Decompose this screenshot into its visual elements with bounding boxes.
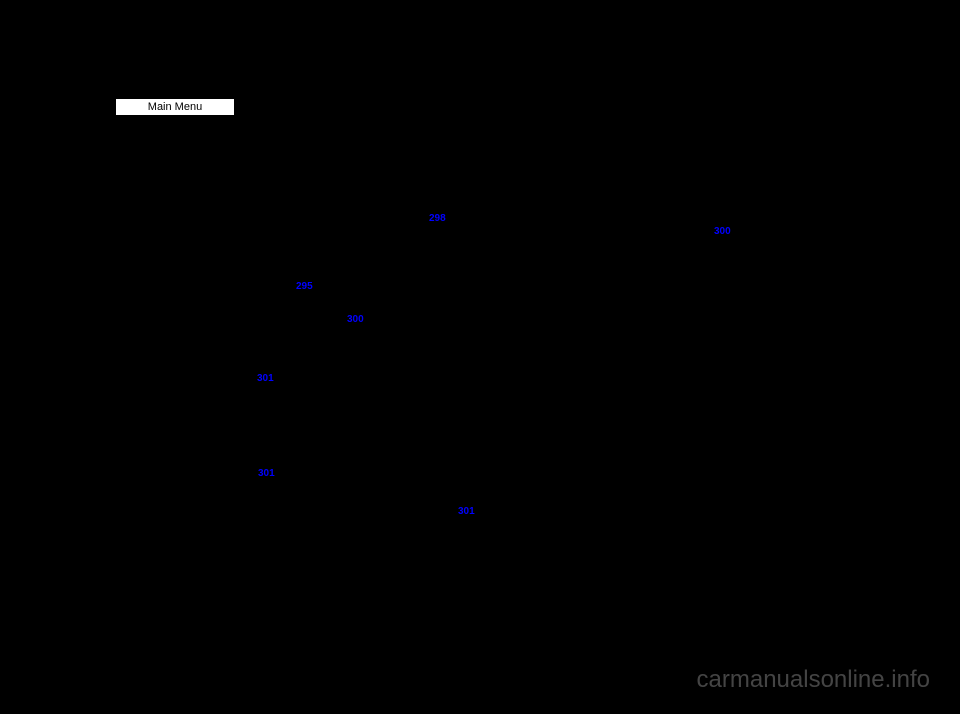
page-link-301-a[interactable]: 301 bbox=[257, 373, 274, 384]
page-link-295[interactable]: 295 bbox=[296, 281, 313, 292]
page-link-301-c[interactable]: 301 bbox=[458, 506, 475, 517]
page-link-298[interactable]: 298 bbox=[429, 213, 446, 224]
page-link-300-a[interactable]: 300 bbox=[347, 314, 364, 325]
page-link-301-b[interactable]: 301 bbox=[258, 468, 275, 479]
page-link-300-b[interactable]: 300 bbox=[714, 226, 731, 237]
watermark-text: carmanualsonline.info bbox=[697, 666, 930, 694]
main-menu-button[interactable]: Main Menu bbox=[115, 98, 235, 116]
